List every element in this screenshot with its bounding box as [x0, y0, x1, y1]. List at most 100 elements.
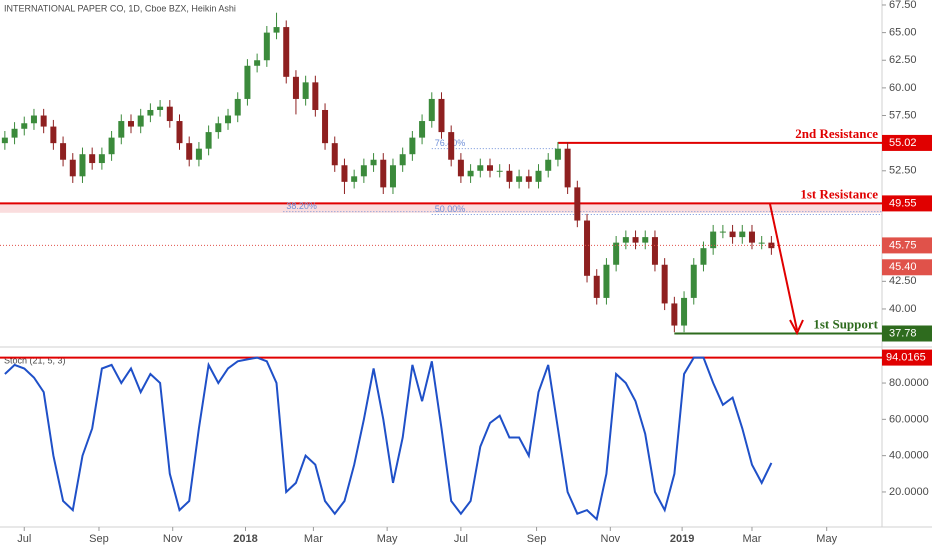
- x-tick-label: 2019: [670, 533, 694, 545]
- x-tick-label: May: [816, 533, 837, 545]
- candle-body: [525, 176, 532, 182]
- candle-body: [69, 159, 76, 177]
- candle-body: [419, 121, 426, 138]
- candle-body: [98, 154, 105, 164]
- level-value: 37.78: [889, 327, 917, 339]
- last-price-label: 45.75: [889, 239, 917, 251]
- arrow-head: [789, 319, 804, 336]
- candle-body: [477, 165, 484, 171]
- level-value: 55.02: [889, 137, 917, 149]
- candle-body: [195, 148, 202, 160]
- candle-body: [671, 303, 678, 326]
- candle-body: [30, 115, 37, 124]
- candle-body: [487, 165, 493, 171]
- candle-body: [516, 176, 523, 182]
- candle-body: [457, 159, 464, 177]
- candle-body: [244, 65, 251, 99]
- level-value: 49.55: [889, 197, 917, 209]
- candle-body: [545, 159, 552, 171]
- candle-body: [700, 248, 707, 265]
- candle-body: [729, 231, 736, 238]
- candle-body: [719, 231, 726, 233]
- candle-body: [215, 123, 222, 133]
- level-label: 1st Support: [813, 316, 878, 331]
- resistance-zone: [0, 203, 882, 213]
- candle-body: [622, 237, 629, 243]
- candle-body: [118, 121, 125, 138]
- fib-label: 38.20%: [286, 201, 317, 211]
- candle-body: [283, 27, 290, 77]
- forecast-arrow: [769, 203, 798, 331]
- y-tick-label: 40.0000: [889, 450, 929, 462]
- candle-body: [389, 165, 396, 188]
- fib-label: 50.00%: [435, 204, 466, 214]
- x-tick-label: Jul: [454, 533, 468, 545]
- y-tick-label: 20.0000: [889, 486, 929, 498]
- last-price-label: 45.40: [889, 261, 917, 273]
- candle-body: [360, 165, 367, 177]
- candle-body: [748, 231, 755, 243]
- candle-body: [60, 143, 67, 160]
- candle-body: [302, 82, 309, 99]
- candle-body: [254, 60, 261, 66]
- candle-body: [127, 121, 134, 127]
- candle-body: [21, 123, 28, 129]
- x-tick-label: May: [377, 533, 398, 545]
- candle-body: [448, 132, 455, 160]
- candle-body: [1, 137, 8, 144]
- candle-body: [399, 154, 406, 166]
- indicator-title: Stoch (21, 5, 3): [4, 355, 66, 365]
- y-tick-label: 60.00: [889, 82, 917, 94]
- candle-body: [710, 231, 717, 249]
- x-tick-label: Jul: [17, 533, 31, 545]
- candle-body: [642, 237, 649, 243]
- x-tick-label: Sep: [527, 533, 547, 545]
- level-value-box: [882, 195, 932, 212]
- chart-title: INTERNATIONAL PAPER CO, 1D, Cboe BZX, He…: [4, 3, 236, 13]
- candle-body: [234, 98, 241, 116]
- candle-body: [584, 220, 591, 276]
- level-label: 1st Resistance: [800, 186, 878, 201]
- last-price-box: [882, 237, 932, 254]
- candle-body: [651, 237, 658, 265]
- candle-body: [603, 264, 610, 298]
- x-tick-label: Mar: [304, 533, 323, 545]
- candle-body: [681, 297, 688, 326]
- candle-body: [186, 143, 193, 160]
- candle-body: [176, 121, 183, 144]
- x-tick-label: Sep: [89, 533, 109, 545]
- level-value-box: [882, 349, 932, 366]
- candle-body: [50, 126, 57, 144]
- candle-body: [758, 242, 765, 244]
- candle-body: [166, 106, 173, 122]
- candle-body: [409, 137, 416, 155]
- candle-body: [157, 106, 164, 110]
- candle-body: [574, 187, 581, 221]
- candle-body: [40, 115, 47, 127]
- candle-body: [147, 109, 154, 116]
- y-tick-label: 42.50: [889, 275, 917, 287]
- candle-body: [690, 264, 697, 298]
- candle-body: [661, 264, 668, 304]
- candle-body: [613, 242, 620, 265]
- candle-body: [564, 148, 571, 188]
- candle-body: [554, 148, 561, 160]
- candle-body: [312, 82, 319, 110]
- y-tick-label: 52.50: [889, 165, 917, 177]
- x-tick-label: Nov: [601, 533, 621, 545]
- candle-body: [225, 115, 232, 124]
- candle-body: [496, 170, 503, 172]
- candle-body: [331, 143, 338, 166]
- candle-body: [632, 237, 639, 243]
- candle-body: [341, 165, 348, 182]
- level-value-box: [882, 134, 932, 151]
- candle-body: [137, 115, 144, 127]
- x-tick-label: 2018: [233, 533, 257, 545]
- candle-body: [11, 128, 18, 138]
- candle-body: [380, 159, 387, 188]
- candle-body: [205, 132, 212, 149]
- candle-body: [108, 137, 115, 155]
